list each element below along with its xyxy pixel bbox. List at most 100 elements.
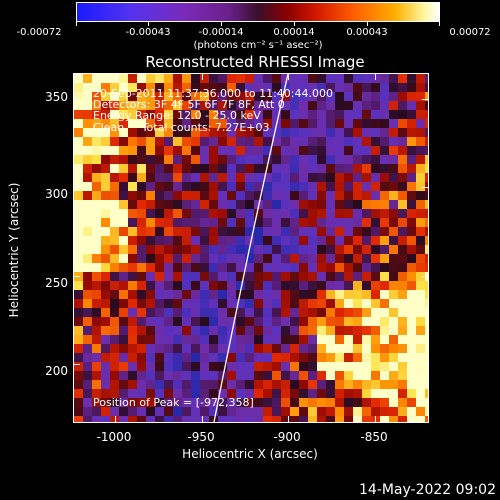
y-tick-label: 250 (45, 276, 68, 290)
map-pixel (173, 119, 182, 128)
map-pixel (218, 254, 227, 263)
map-pixel (362, 380, 371, 389)
map-pixel (344, 182, 353, 191)
map-pixel (74, 254, 83, 263)
map-pixel (173, 353, 182, 362)
map-pixel (416, 92, 425, 101)
map-pixel (416, 191, 425, 200)
map-pixel (416, 371, 425, 380)
map-pixel (281, 128, 290, 137)
map-pixel (110, 227, 119, 236)
map-pixel (290, 362, 299, 371)
map-pixel (173, 380, 182, 389)
map-pixel (227, 371, 236, 380)
map-pixel (272, 263, 281, 272)
map-pixel (236, 281, 245, 290)
map-pixel (371, 245, 380, 254)
x-tick-label: -900 (273, 430, 301, 444)
map-pixel (92, 182, 101, 191)
map-pixel (74, 371, 83, 380)
map-pixel (317, 209, 326, 218)
map-pixel (335, 362, 344, 371)
map-pixel (92, 101, 101, 110)
map-pixel (209, 200, 218, 209)
map-pixel (326, 416, 335, 422)
map-pixel (344, 191, 353, 200)
map-pixel (353, 254, 362, 263)
map-pixel (362, 191, 371, 200)
map-pixel (74, 344, 83, 353)
map-pixel (110, 290, 119, 299)
map-pixel (281, 380, 290, 389)
map-pixel (101, 245, 110, 254)
map-pixel (281, 218, 290, 227)
map-pixel (191, 272, 200, 281)
map-pixel (344, 200, 353, 209)
map-pixel (263, 335, 272, 344)
map-pixel (92, 371, 101, 380)
map-pixel (245, 110, 254, 119)
map-pixel (119, 173, 128, 182)
map-pixel (263, 173, 272, 182)
map-pixel (416, 272, 425, 281)
map-pixel (263, 281, 272, 290)
map-pixel (173, 290, 182, 299)
map-pixel (299, 290, 308, 299)
map-pixel (74, 92, 83, 101)
map-pixel (362, 101, 371, 110)
map-pixel (218, 416, 227, 422)
map-pixel (164, 236, 173, 245)
map-pixel (326, 362, 335, 371)
map-pixel (236, 416, 245, 422)
map-pixel (272, 227, 281, 236)
map-pixel (389, 155, 398, 164)
map-pixel (236, 218, 245, 227)
map-pixel (398, 191, 407, 200)
map-pixel (128, 128, 137, 137)
map-pixel (317, 173, 326, 182)
colorbar-tick-label: -0.00014 (198, 27, 244, 38)
map-pixel (299, 335, 308, 344)
map-pixel (92, 209, 101, 218)
map-pixel (380, 173, 389, 182)
map-pixel (362, 92, 371, 101)
map-pixel (236, 317, 245, 326)
map-pixel (83, 353, 92, 362)
map-pixel (92, 119, 101, 128)
map-pixel (326, 299, 335, 308)
map-pixel (101, 137, 110, 146)
map-pixel (317, 308, 326, 317)
map-pixel (335, 173, 344, 182)
map-pixel (326, 191, 335, 200)
map-pixel (119, 128, 128, 137)
map-pixel (254, 317, 263, 326)
map-pixel (182, 227, 191, 236)
map-pixel (416, 389, 425, 398)
map-pixel (191, 173, 200, 182)
map-pixel (227, 74, 236, 83)
map-pixel (191, 200, 200, 209)
map-pixel (326, 119, 335, 128)
map-pixel (164, 173, 173, 182)
map-pixel (155, 380, 164, 389)
map-pixel (335, 272, 344, 281)
map-pixel (173, 83, 182, 92)
map-pixel (146, 371, 155, 380)
map-pixel (344, 299, 353, 308)
map-pixel (218, 281, 227, 290)
map-pixel (299, 272, 308, 281)
map-pixel (92, 398, 101, 407)
map-pixel (425, 128, 428, 137)
map-pixel (362, 353, 371, 362)
map-pixel (281, 254, 290, 263)
map-pixel (416, 344, 425, 353)
map-pixel (155, 137, 164, 146)
map-pixel (110, 272, 119, 281)
map-pixel (299, 92, 308, 101)
map-pixel (74, 155, 83, 164)
map-pixel (371, 119, 380, 128)
map-pixel (92, 263, 101, 272)
map-pixel (209, 416, 218, 422)
map-pixel (200, 371, 209, 380)
map-pixel (74, 308, 83, 317)
